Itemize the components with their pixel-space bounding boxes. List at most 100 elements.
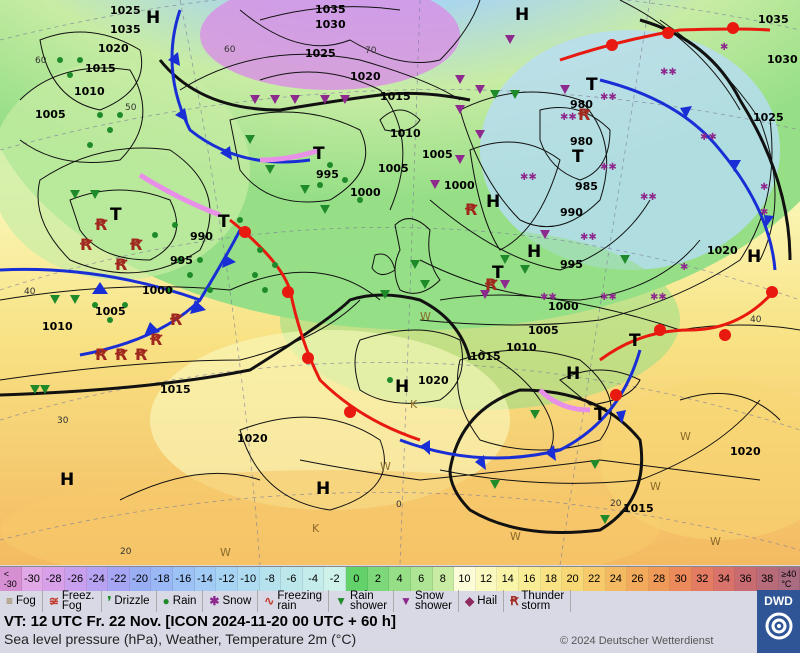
svg-text:K: K [312, 522, 320, 535]
pressure-label: 1015 [623, 502, 654, 515]
legend-item: ▼ Rain shower [329, 590, 395, 612]
temperature-swatch: 8 [432, 567, 455, 591]
pressure-label: 1015 [160, 383, 191, 396]
lat-label: 20 [120, 547, 132, 557]
svg-text:✱✱: ✱✱ [600, 292, 617, 303]
temperature-swatch: 6 [410, 567, 433, 591]
rain-shower-symbols [30, 90, 630, 524]
svg-text:W: W [650, 480, 661, 493]
svg-text:Ꞧ: Ꞧ [114, 255, 128, 274]
dwd-logo: DWD [757, 590, 800, 653]
svg-text:✱: ✱ [760, 182, 768, 193]
rain-icon: ● [162, 594, 170, 608]
temperature-swatch: 4 [389, 567, 411, 591]
svg-text:✱✱: ✱✱ [560, 112, 577, 123]
lat-label: 40 [24, 287, 36, 297]
warm-front-west [229, 218, 421, 442]
svg-text:✱✱: ✱✱ [640, 192, 657, 203]
pressure-label: 985 [575, 180, 598, 193]
temperature-swatch: -24 [86, 567, 109, 591]
svg-text:Ꞧ: Ꞧ [577, 105, 591, 124]
pressure-label: 1005 [528, 324, 559, 337]
pressure-label: 1020 [350, 70, 381, 83]
weather-legend: ≡ Fog ≆ Freez. Fog ❜ Drizzle ● Rain ✱ Snow ∿ Freezi… [0, 590, 755, 612]
lat-label: 70 [365, 46, 377, 56]
temperature-swatch: -26 [64, 567, 87, 591]
rain-symbols [57, 57, 393, 383]
legend-item: ∿ Freezing rain [258, 590, 330, 612]
temperature-swatch: < -30 [0, 567, 22, 591]
temperature-swatch: -6 [281, 567, 303, 591]
warm-area-east [600, 380, 800, 540]
snow-icon: ✱ [209, 594, 220, 608]
temperature-swatch: -4 [302, 567, 325, 591]
lat-label: 0 [396, 500, 402, 510]
legend-label: Rain shower [349, 590, 388, 612]
graticule-labels: 60 50 40 30 20 70 60 40 20 0 [24, 45, 762, 557]
svg-text:W: W [510, 530, 521, 543]
svg-text:✱: ✱ [760, 207, 768, 218]
temperature-swatch: -8 [259, 567, 282, 591]
temperature-swatch: -20 [129, 567, 152, 591]
pressure-label: 1025 [753, 111, 784, 124]
svg-text:Ꞧ: Ꞧ [129, 235, 143, 254]
svg-text:✱✱: ✱✱ [700, 132, 717, 143]
temperature-swatch: -16 [173, 567, 195, 591]
pressure-label: 1020 [707, 244, 738, 257]
svg-text:✱✱: ✱✱ [580, 232, 597, 243]
low-center: T [313, 144, 325, 164]
legend-item: ❜ Drizzle [102, 590, 157, 612]
high-center: H [747, 247, 761, 267]
svg-text:✱✱: ✱✱ [660, 67, 677, 78]
pressure-label: 1000 [142, 284, 173, 297]
legend-item: ≡ Fog [0, 590, 43, 612]
low-center: T [586, 75, 598, 95]
temperature-swatch: 24 [605, 567, 628, 591]
temperature-swatch: -10 [237, 567, 260, 591]
valid-time: VT: 12 UTC Fr. 22 Nov. [ICON 2024-11-20 … [4, 613, 396, 630]
temperature-swatch: 20 [562, 567, 584, 591]
svg-text:Ꞧ: Ꞧ [464, 200, 478, 219]
snow-shower-icon: ▼ [400, 594, 412, 608]
svg-text:✱✱: ✱✱ [540, 292, 557, 303]
pressure-label: 1015 [380, 90, 411, 103]
pressure-label: 1020 [98, 42, 129, 55]
low-center: T [594, 405, 606, 425]
low-center: T [110, 205, 122, 225]
temperature-swatch: 26 [627, 567, 649, 591]
svg-text:Ꞧ: Ꞧ [94, 215, 108, 234]
pressure-label: 1010 [74, 85, 105, 98]
temperature-swatch: -30 [21, 567, 44, 591]
legend-item: ✱ Snow [203, 590, 259, 612]
temperature-swatch: 34 [713, 567, 736, 591]
temperature-swatch: 0 [346, 567, 368, 591]
occlusion-pink [138, 147, 591, 413]
legend-item: ▼ Snow shower [394, 590, 460, 612]
pressure-label: 990 [190, 230, 213, 243]
svg-text:Ꞧ: Ꞧ [79, 235, 93, 254]
legend-label: Thunder storm [521, 590, 565, 612]
pressure-label: 1025 [110, 4, 141, 17]
pressure-label: 1020 [237, 432, 268, 445]
lat-label: 40 [750, 315, 762, 325]
weather-map: ✱✱✱✱✱✱ ✱✱✱✱ ✱✱ ✱✱ ✱✱ ✱✱✱✱✱ ✱✱✱✱✱ ꞦꞦ Ꞧ ꞦꞦꞦ Ꞧ… [0, 0, 800, 565]
high-center: H [316, 479, 330, 499]
thunderstorm-icon: Ꞧ [510, 594, 519, 608]
lat-label: 60 [224, 45, 236, 55]
svg-text:✱✱: ✱✱ [600, 92, 617, 103]
svg-text:W: W [220, 546, 231, 559]
high-center: H [395, 377, 409, 397]
temperature-swatch: -12 [216, 567, 238, 591]
svg-text:W: W [420, 310, 431, 323]
temperature-swatch: -28 [43, 567, 65, 591]
rain-shower-icon: ▼ [335, 594, 347, 608]
svg-text:✱: ✱ [680, 262, 688, 273]
svg-text:Ꞧ: Ꞧ [134, 345, 148, 364]
coastlines [239, 0, 800, 481]
fog-symbols: W K W W W W W W K [220, 310, 721, 559]
pressure-label: 995 [560, 258, 583, 271]
pressure-label: 1035 [758, 13, 789, 26]
logo-text: DWD [764, 594, 793, 608]
temperature-swatch: 12 [475, 567, 498, 591]
